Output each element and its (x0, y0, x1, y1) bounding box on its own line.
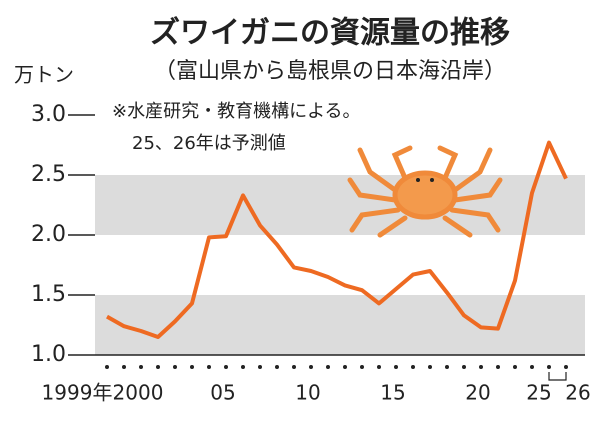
x-dot (326, 365, 330, 369)
x-dot (445, 365, 449, 369)
x-dot (156, 365, 160, 369)
data-line (106, 140, 568, 339)
y-tick-label: 2.0 (31, 222, 66, 247)
note: ※水産研究・教育機構による。 (112, 101, 361, 122)
crab-illustration (347, 145, 503, 238)
x-dot (360, 365, 364, 369)
x-tick-label: 26 (565, 381, 590, 405)
x-tick-label: 05 (210, 381, 235, 405)
x-dot (462, 365, 466, 369)
x-dot (564, 365, 568, 369)
chart-title: ズワイガニの資源量の推移 (150, 16, 510, 51)
x-dot (343, 365, 347, 369)
x-dot (241, 365, 245, 369)
x-dot (258, 365, 262, 369)
x-dot (139, 365, 143, 369)
x-dot (105, 365, 109, 369)
x-dot (530, 365, 534, 369)
x-dot (224, 365, 228, 369)
x-dot (428, 365, 432, 369)
x-dot (292, 365, 296, 369)
x-dot (547, 365, 551, 369)
x-dot (394, 365, 398, 369)
x-dot (411, 365, 415, 369)
x-tick-label: 1999年 (42, 381, 113, 405)
x-dot (190, 365, 194, 369)
x-dot (377, 365, 381, 369)
x-dot (275, 365, 279, 369)
grid-band (95, 175, 585, 235)
x-dot (309, 365, 313, 369)
x-dot (496, 365, 500, 369)
x-tick-label: 2000 (113, 381, 164, 405)
x-tick-label: 10 (295, 381, 320, 405)
x-tick-label: 15 (380, 381, 405, 405)
x-dot (173, 365, 177, 369)
chart-subtitle: （富山県から島根県の日本海沿岸） (154, 59, 506, 84)
forecast-bracket (548, 372, 567, 381)
x-dot (513, 365, 517, 369)
y-tick-label: 1.5 (31, 282, 66, 307)
x-tick-label: 25 (526, 381, 551, 405)
x-dot (122, 365, 126, 369)
y-unit: 万トン (14, 63, 74, 87)
note: 25、26年は予測値 (132, 133, 286, 154)
y-tick-label: 2.5 (31, 162, 66, 187)
y-tick-label: 3.0 (31, 102, 66, 127)
y-tick-label: 1.0 (31, 342, 66, 367)
x-tick-label: 20 (465, 381, 490, 405)
x-dot (207, 365, 211, 369)
x-dot (479, 365, 483, 369)
grid-band (95, 295, 585, 355)
